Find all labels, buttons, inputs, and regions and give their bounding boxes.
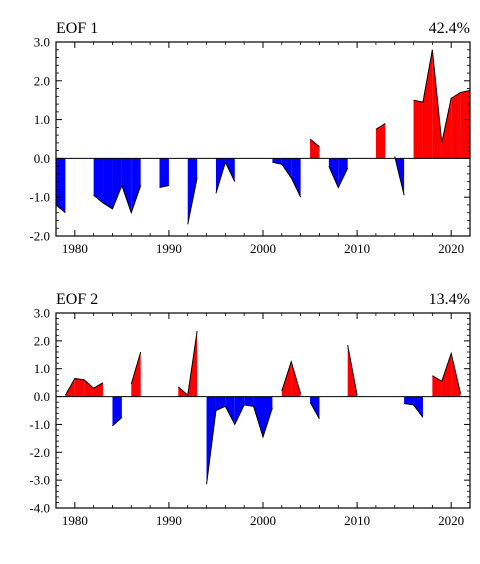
eof2-ytick-label-7: 3.0 [34,306,50,321]
eof2-fill-0-2-0 [84,379,94,397]
eof1-xtick-label-1: 1990 [156,241,182,256]
eof1-fill-1-3-0 [121,158,132,213]
eof2-xtick-label-2: 2000 [250,513,276,528]
eof2-series-segment-9 [432,351,462,394]
eof1-fill-3-0-0 [187,158,198,225]
eof1-fill-5-1-0 [281,158,292,178]
eof1-fill-8-0-0 [375,123,386,159]
eof2-fill-1-0-0 [112,396,122,426]
eof1-ytick-label-4: 2.0 [34,73,50,88]
eof2-lines [56,331,470,485]
eof1-series-segment-9 [394,156,405,196]
eof2-series-segment-5 [281,360,302,394]
eof2-fill-4-5-0 [253,396,263,437]
eof2-axes: -4.0 -3.0 -2.0 -1.0 0.0 1.0 2.0 3.0 1980 1990 2000… [29,306,471,528]
eof1-ytick-label-5: 3.0 [34,35,50,50]
eof1-xtick-label-3: 2010 [344,241,370,256]
eof1-frame [55,41,471,237]
eof2-ytick-label-2: -2.0 [29,445,50,460]
eof1-series-segment-1 [93,184,142,215]
eof1-series-segment-6 [309,138,320,148]
eof2-series-segment-8 [404,403,424,418]
eof2-fill-0-1-0 [74,378,85,397]
eof1-fill-1-4-0 [131,158,141,213]
eof1-ytick-label-1: -1.0 [29,190,50,205]
eof2-fills [65,331,461,485]
eof1-xtick-label-0: 1980 [62,241,88,256]
eof1-series-segment-2 [159,185,170,188]
eof1-fills [56,49,470,225]
eof2-series-segment-4 [206,404,273,485]
eof1-fill-2-0-0 [159,158,169,188]
eof2-xtick-label-4: 2020 [438,513,464,528]
eof1-fill-5-0-0 [272,158,282,165]
eof2-series-segment-7 [347,344,358,396]
eof1-fill-6-0-0 [310,139,320,159]
eof2-fill-8-0-0 [404,396,414,405]
eof2-series-segment-3 [177,331,198,397]
eof1-series-segment-8 [375,123,386,130]
eof2-panel: EOF 2 13.4% -4.0 -3.0 -2.0 -1.0 0.0 1.0 2.0 3.0… [29,291,471,528]
eof1-series-segment-7 [328,165,349,189]
eof1-series-segment-4 [215,160,236,194]
eof1-series-segment-5 [272,161,302,198]
eof2-fill-4-2-0 [225,396,235,425]
eof1-ytick-label-0: -2.0 [29,229,50,244]
eof1-lines [55,49,471,225]
eof2-ytick-label-3: -1.0 [29,417,50,432]
eof2-series-segment-2 [130,351,142,385]
eof2-fill-4-6-0 [263,396,273,437]
eof1-fill-1-0-0 [93,158,104,204]
eof1-series-segment-0 [55,204,66,214]
eof2-xtick-label-3: 2010 [344,513,370,528]
eof2-series-segment-1 [112,417,123,427]
eof1-panel: EOF 1 42.4% -2.0 -1.0 0.0 1.0 2.0 3.0 1980 1990… [29,20,471,256]
eof1-fill-10-0-0 [413,100,423,159]
eof1-series-segment-3 [187,177,198,225]
eof2-ytick-label-1: -3.0 [29,473,50,488]
eof2-fill-0-3-0 [93,382,104,397]
eof1-fill-5-2-0 [291,158,301,198]
eof1-fill-10-5-0 [460,90,470,159]
eof1-ytick-label-2: 0.0 [34,151,50,166]
eof2-fill-6-0-0 [310,396,320,419]
eof2-ytick-label-0: -4.0 [29,501,50,516]
eof1-fill-1-2-0 [112,158,122,209]
eof1-xtick-label-2: 2000 [250,241,276,256]
eof1-ytick-label-3: 1.0 [34,112,50,127]
eof1-variance: 42.4% [429,20,470,37]
eof2-xtick-label-0: 1980 [62,513,88,528]
eof2-fill-9-0-0 [432,375,442,397]
eof2-series-segment-0 [64,377,104,396]
eof2-ytick-label-5: 1.0 [34,361,50,376]
eof2-xtick-label-1: 1990 [156,513,182,528]
eof1-fill-10-1-0 [422,49,433,159]
eof1-fill-0-0-0 [56,158,66,213]
eof2-fill-2-0-0 [131,352,141,397]
eof2-series-segment-6 [309,401,320,420]
eof2-title: EOF 2 [56,291,98,308]
eof1-axes: -2.0 -1.0 0.0 1.0 2.0 3.0 1980 1990 2000 2010 2020 [29,35,471,256]
eof2-fill-8-1-0 [413,396,423,418]
eof1-xtick-label-4: 2020 [438,241,464,256]
eof2-ytick-label-4: 0.0 [34,389,50,404]
eof1-fill-7-0-0 [328,158,339,188]
eof1-fill-1-1-0 [103,158,113,209]
eof1-series-segment-10 [413,49,471,143]
eof2-fill-4-3-0 [234,396,245,425]
eof2-fill-9-1-0 [441,353,452,397]
eof2-fill-4-4-0 [244,396,254,407]
eof1-fill-7-1-0 [338,158,348,188]
eof1-fill-10-4-0 [451,92,461,159]
eof1-fill-10-3-0 [441,98,452,159]
eof2-ytick-label-6: 2.0 [34,333,50,348]
eof1-title: EOF 1 [56,20,98,37]
eof2-variance: 13.4% [429,291,470,308]
